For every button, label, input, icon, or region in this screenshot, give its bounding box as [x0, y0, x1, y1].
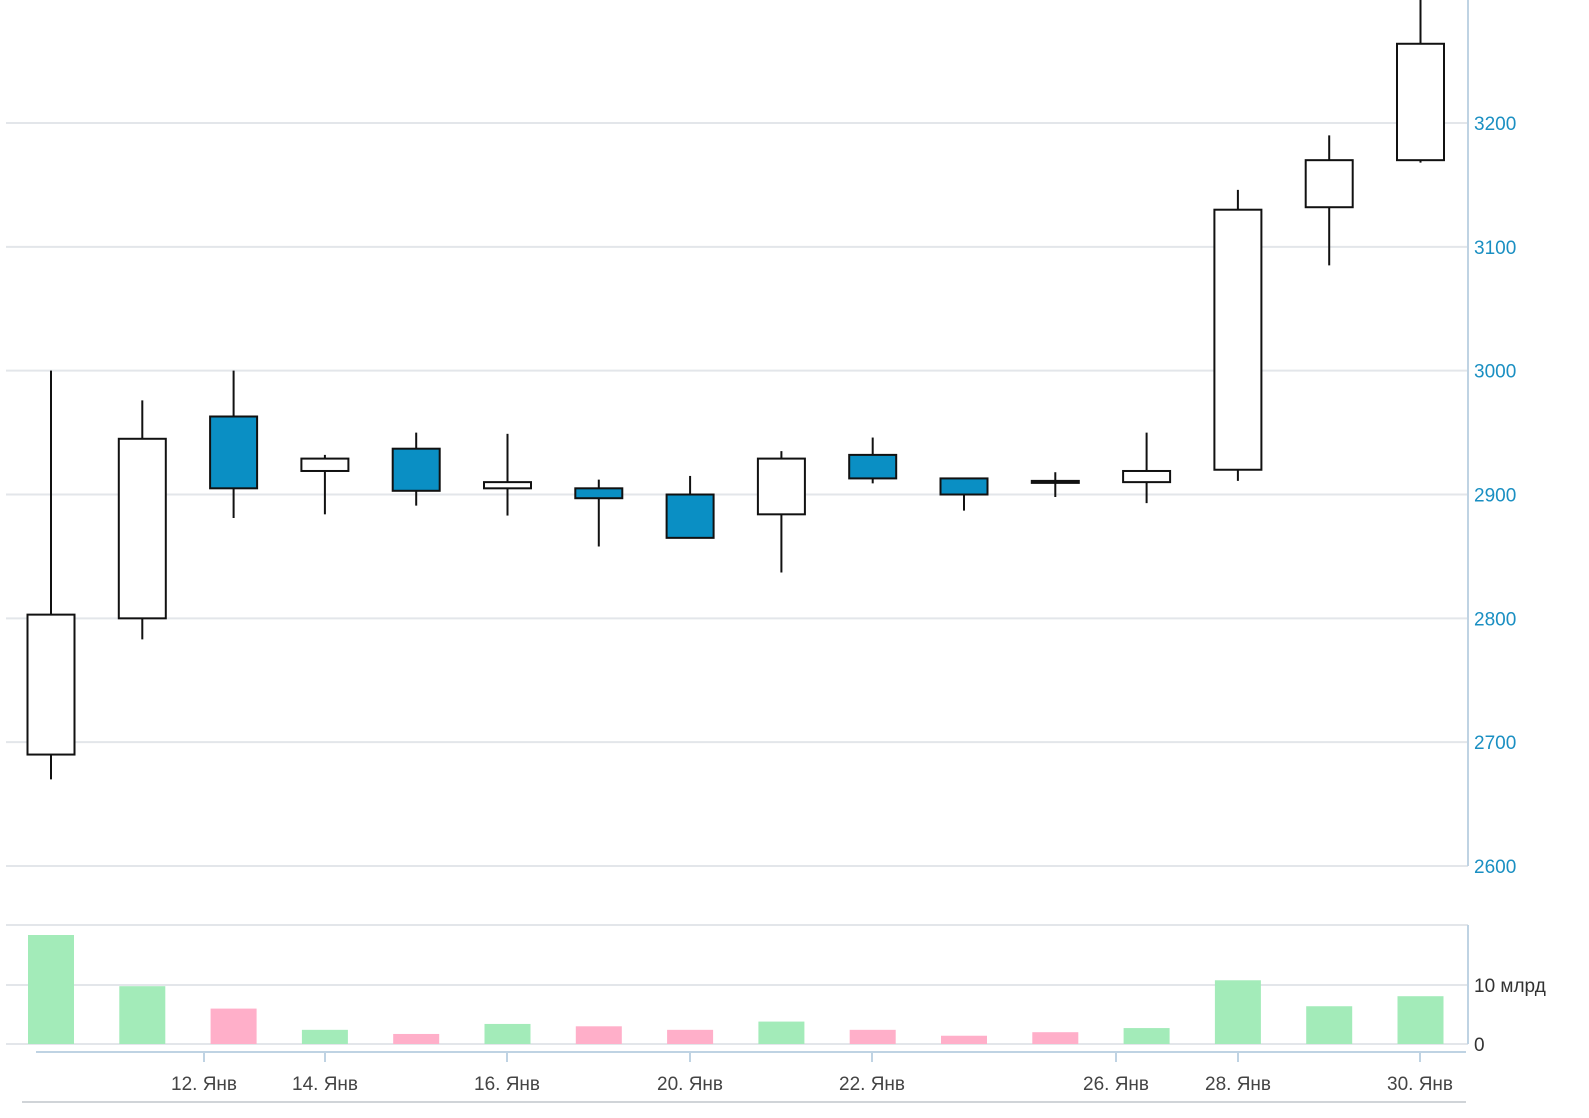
- volume-bar: [1032, 1032, 1079, 1044]
- x-tick-label: 28. Янв: [1205, 1074, 1271, 1095]
- volume-bar: [1123, 1028, 1170, 1044]
- price-tick-label: 3000: [1474, 362, 1516, 383]
- price-tick-label: 2900: [1474, 486, 1516, 507]
- candle[interactable]: [1122, 432, 1172, 504]
- candle-body: [1213, 208, 1263, 471]
- candle[interactable]: [848, 437, 898, 484]
- candle[interactable]: [391, 432, 441, 506]
- x-tick-label: 22. Янв: [839, 1074, 905, 1095]
- candle-body: [483, 481, 532, 490]
- candle[interactable]: [26, 370, 76, 780]
- axes-layer: [22, 0, 1469, 1103]
- price-gridlines: [6, 122, 1468, 867]
- price-tick-label: 3100: [1474, 238, 1516, 259]
- price-tick-label: 2800: [1474, 609, 1516, 630]
- x-tick-label: 12. Янв: [171, 1074, 237, 1095]
- volume-bar: [1397, 996, 1444, 1044]
- candle[interactable]: [209, 370, 259, 519]
- candle[interactable]: [1396, 0, 1445, 163]
- volume-bar: [393, 1033, 440, 1044]
- volume-bar: [1306, 1006, 1353, 1044]
- price-tick-label: 2600: [1474, 857, 1516, 878]
- candle-body: [574, 487, 624, 500]
- x-tick-label: 26. Янв: [1083, 1074, 1149, 1095]
- candle-body: [1030, 479, 1080, 484]
- volume-bar: [210, 1008, 257, 1044]
- candle[interactable]: [117, 400, 167, 640]
- candle[interactable]: [300, 454, 350, 515]
- price-tick-label: 3200: [1474, 114, 1516, 135]
- volume-tick-label: 0: [1474, 1035, 1485, 1056]
- x-tick-label: 16. Янв: [474, 1074, 540, 1095]
- volume-bar: [941, 1035, 987, 1044]
- price-tick-label: 2700: [1474, 733, 1516, 754]
- volume-bar: [758, 1021, 805, 1044]
- volume-bar: [667, 1029, 714, 1044]
- x-tick-label: 14. Янв: [292, 1074, 358, 1095]
- labels-layer: 2600 2700 2800 2900 3000 3100 3200 0 10 млрд 12. …: [171, 114, 1546, 1095]
- volume-bar: [484, 1023, 531, 1044]
- candle[interactable]: [665, 475, 715, 539]
- volume-bar: [575, 1026, 622, 1044]
- candle-body: [209, 415, 259, 490]
- candle-body: [756, 457, 806, 516]
- candle[interactable]: [756, 451, 806, 573]
- candles-layer: [26, 0, 1445, 780]
- candle-body: [848, 453, 898, 480]
- candle-body: [117, 437, 167, 620]
- candle-body: [391, 447, 441, 492]
- x-tick-label: 30. Янв: [1387, 1074, 1453, 1095]
- volume-bar: [849, 1029, 896, 1044]
- x-tick-label: 20. Янв: [657, 1074, 723, 1095]
- volume-bar: [28, 935, 74, 1044]
- candle[interactable]: [1030, 472, 1080, 497]
- candle[interactable]: [574, 479, 624, 547]
- volume-bars-layer: [28, 935, 1444, 1044]
- candle[interactable]: [1304, 135, 1354, 266]
- candle[interactable]: [483, 433, 532, 516]
- candle-body: [939, 477, 989, 496]
- candle-body: [300, 457, 350, 472]
- volume-tick-label: 10 млрд: [1474, 976, 1546, 997]
- candle[interactable]: [1213, 189, 1263, 481]
- candle-body: [1122, 469, 1172, 484]
- candle-body: [665, 493, 715, 539]
- candle-body: [1396, 42, 1445, 162]
- candle[interactable]: [939, 477, 989, 511]
- volume-bar: [301, 1029, 348, 1044]
- candle-body: [26, 613, 76, 756]
- volume-bar: [1214, 980, 1261, 1044]
- candle-body: [1304, 159, 1354, 209]
- volume-bar: [119, 986, 166, 1044]
